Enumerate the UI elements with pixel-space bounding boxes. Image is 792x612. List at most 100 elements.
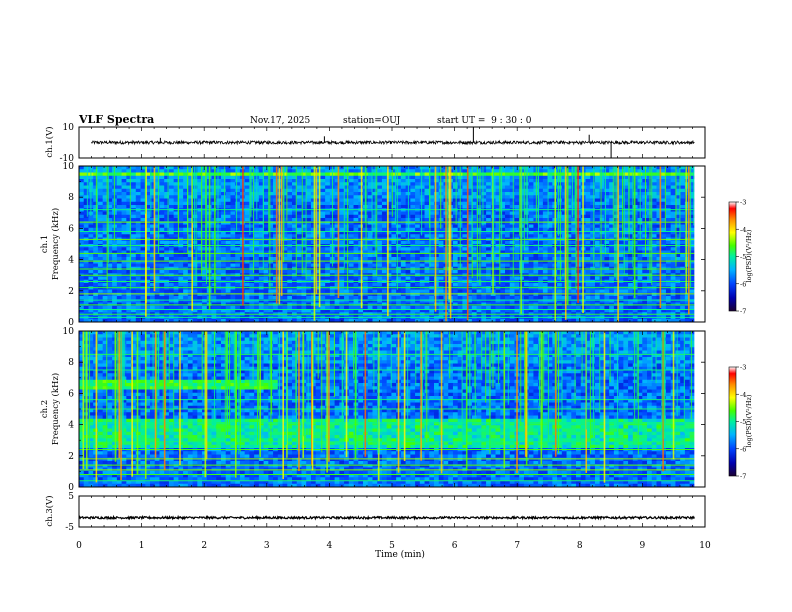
spectrogram-cell [282, 182, 288, 186]
spectrogram-cell [306, 270, 312, 274]
spectrogram-cell [145, 250, 151, 255]
spectrogram-cell [353, 309, 359, 313]
spectrogram-cell [268, 302, 274, 307]
spectrogram-cell [159, 221, 165, 225]
spectrogram-cell [533, 302, 539, 307]
spectrogram-cell [419, 172, 425, 177]
spectrogram-cell [325, 234, 331, 238]
spectrogram-cell [83, 276, 89, 281]
spectrogram-cell [396, 296, 402, 300]
spectrogram-cell [126, 296, 132, 300]
spectrogram-cell [277, 276, 283, 281]
spectrogram-cell [187, 192, 193, 196]
spectrogram-cell [396, 188, 402, 193]
spectrogram-cell [239, 318, 246, 322]
spectrogram-cell [83, 283, 89, 287]
spectrogram-cell [296, 283, 302, 287]
spectrogram-cell [367, 247, 373, 251]
spectrogram-cell [83, 227, 89, 232]
spectrogram-cell [410, 179, 416, 183]
spectrogram-cell [367, 318, 373, 322]
spectrogram-cell [178, 299, 184, 303]
spectrogram-cell [216, 250, 222, 255]
spectrogram-cell [438, 234, 444, 238]
spectrogram-cell [97, 263, 104, 268]
spectrogram-cell [235, 179, 241, 183]
spectrogram-cell [310, 198, 317, 203]
spectrogram-cell [429, 205, 435, 209]
spectrogram-cell [140, 227, 146, 232]
spectrogram-cell [197, 247, 203, 251]
spectrogram-cell [202, 201, 208, 206]
spectrogram-cell [528, 169, 534, 173]
spectrogram-cell [334, 240, 340, 245]
spectrogram-cell [547, 205, 553, 209]
spectrogram-cell [79, 283, 85, 287]
spectrogram-cell [353, 318, 359, 322]
spectrogram-cell [102, 175, 108, 180]
spectrogram-cell [292, 253, 298, 258]
spectrogram-cell [528, 234, 534, 238]
spectrogram-cell [230, 289, 236, 294]
spectrogram-cell [348, 260, 354, 264]
spectrogram-cell [116, 179, 122, 183]
spectrogram-cell [121, 234, 127, 238]
spectrogram-cell [538, 195, 544, 199]
spectrogram-cell [292, 221, 298, 225]
spectrogram-cell [486, 227, 492, 232]
spectrogram-cell [178, 260, 184, 264]
spectrogram-cell [381, 276, 388, 281]
spectrogram-cell [97, 231, 104, 235]
spectrogram-cell [140, 211, 146, 216]
spectrogram-cell [377, 198, 383, 203]
spectrogram-cell [112, 260, 118, 264]
spectrogram-cell [102, 224, 108, 229]
spectrogram-cell [547, 289, 553, 294]
spectrogram-cell [164, 289, 170, 294]
spectrogram-cell [173, 257, 179, 261]
spectrogram-cell [97, 201, 104, 206]
spectrogram-cell [112, 253, 118, 258]
spectrogram-cell [438, 195, 444, 199]
spectrogram-cell [140, 257, 146, 261]
spectrogram-cell [325, 175, 331, 180]
spectrogram-cell [112, 318, 118, 322]
spectrogram-cell [514, 231, 520, 235]
spectrogram-cell [296, 166, 302, 170]
spectrogram-cell [500, 175, 506, 180]
spectrogram-cell [168, 270, 175, 274]
spectrogram-cell [249, 188, 255, 193]
spectrogram-cell [434, 172, 440, 177]
spectrogram-cell [471, 292, 478, 297]
spectrogram-cell [509, 318, 515, 322]
spectrogram-cell [344, 276, 350, 281]
ch1-ytick-bottom: -10 [60, 154, 75, 164]
spectrogram-cell [126, 179, 132, 183]
spectrogram-cell [471, 214, 478, 219]
spectrogram-cell [131, 234, 137, 238]
spectrogram-cell [320, 292, 326, 297]
spectrogram-cell [396, 292, 402, 297]
spectrogram-cell [121, 302, 127, 307]
spectrogram-cell [377, 185, 383, 190]
spectrogram-cell [381, 211, 388, 216]
spectrogram-cell [344, 198, 350, 203]
spectrogram-cell [391, 192, 397, 196]
spectrogram-cell [178, 231, 184, 235]
spectrogram-cell [292, 263, 298, 268]
spectrogram-cell [509, 231, 515, 235]
spectrogram-cell [429, 234, 435, 238]
spectrogram-cell [93, 318, 99, 322]
spectrogram-cell [381, 185, 388, 190]
spectrogram-cell [235, 188, 241, 193]
spectrogram-cell [97, 182, 104, 186]
spectrogram-cell [320, 305, 326, 310]
spectrogram-cell [505, 292, 511, 297]
spectrogram-cell [159, 283, 165, 287]
spectrogram-cell [363, 250, 369, 255]
spectrogram-cell [273, 182, 279, 186]
spectrogram-cell [339, 257, 345, 261]
spectrogram-cell [325, 227, 331, 232]
spectrogram-cell [287, 318, 293, 322]
spectrogram-cell [183, 169, 189, 173]
